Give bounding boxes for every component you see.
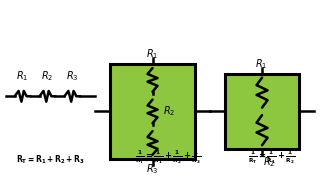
Text: $R_2$: $R_2$ [263, 155, 276, 169]
Text: $\mathbf{R_T = R_1 + R_2 + R_3}$: $\mathbf{R_T = R_1 + R_2 + R_3}$ [16, 153, 85, 166]
Text: $R_1$: $R_1$ [255, 57, 268, 71]
Text: $R_1$: $R_1$ [146, 47, 158, 61]
Text: $R_2$: $R_2$ [163, 104, 175, 118]
Text: $R_3$: $R_3$ [146, 163, 158, 176]
Bar [225, 74, 300, 149]
Bar [110, 64, 195, 159]
Text: $\mathbf{\frac{1}{R_T} = \frac{1}{R_1} + \frac{1}{R_2} + \frac{1}{R_3}}$: $\mathbf{\frac{1}{R_T} = \frac{1}{R_1} +… [135, 148, 201, 166]
Text: $R_2$: $R_2$ [41, 69, 54, 83]
Text: $\mathbf{\frac{1}{R_T} = \frac{1}{R_1} + \frac{1}{R_2}}$: $\mathbf{\frac{1}{R_T} = \frac{1}{R_1} +… [248, 148, 295, 166]
Text: $R_1$: $R_1$ [16, 69, 29, 83]
Text: $R_3$: $R_3$ [66, 69, 79, 83]
